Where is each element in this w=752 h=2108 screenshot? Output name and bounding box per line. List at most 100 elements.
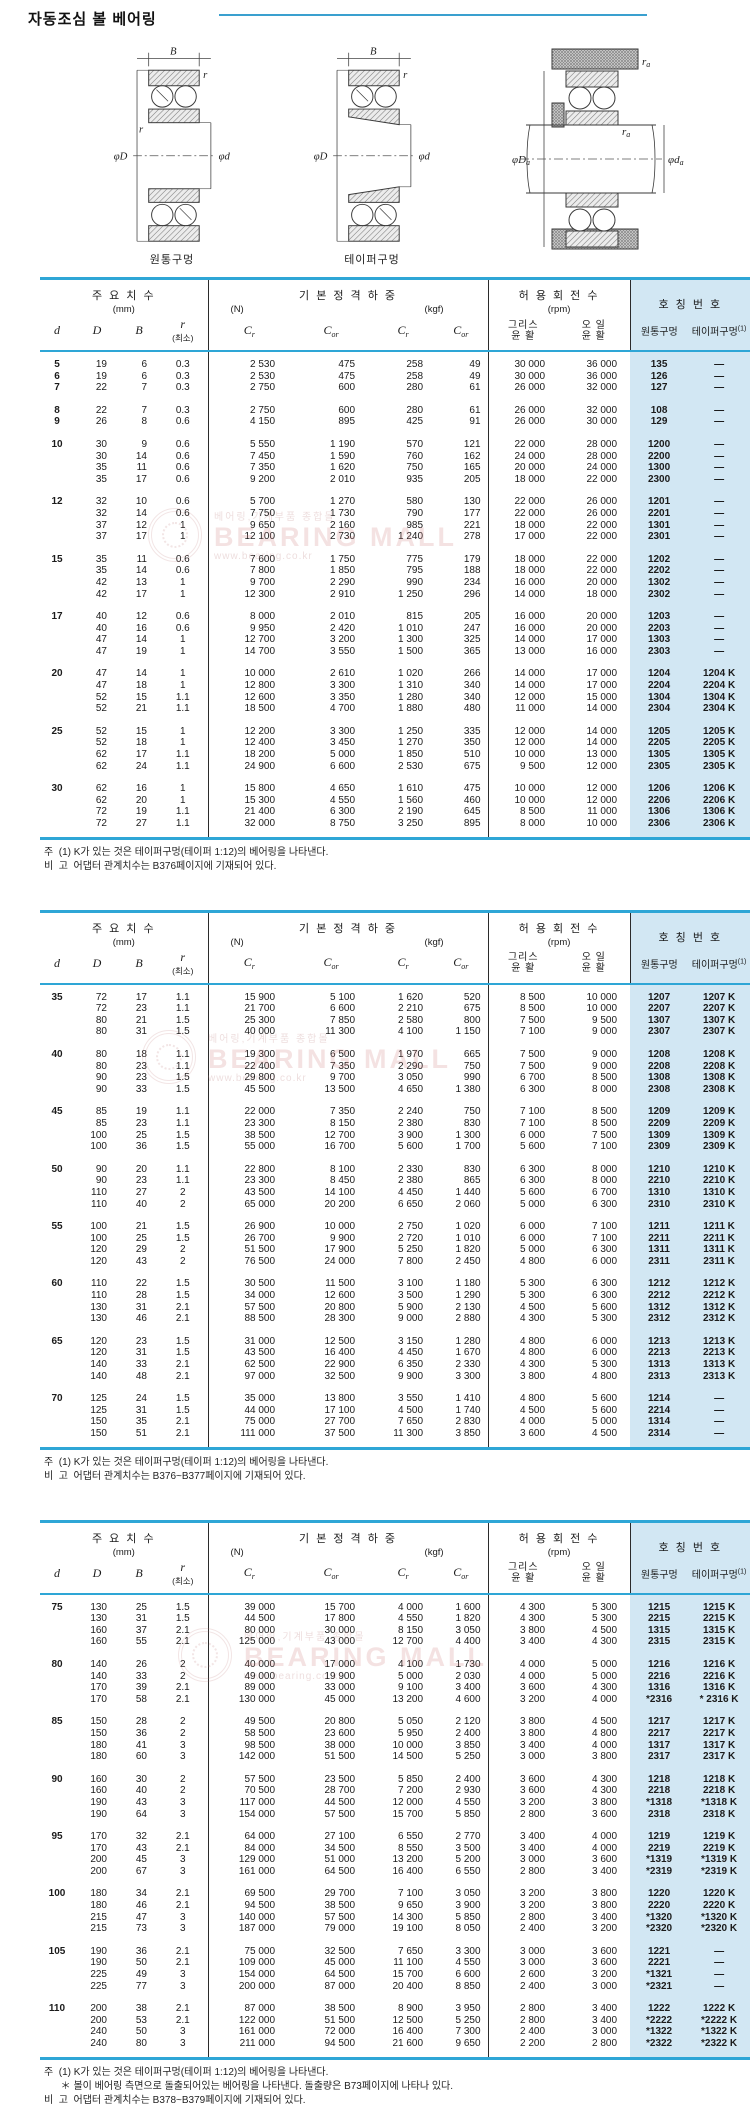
cell-D: 35: [95, 462, 107, 474]
cell-cor-n: 28 300: [324, 1313, 356, 1325]
cell-B: 31: [135, 1026, 147, 1038]
cell-grease-rpm: 14 000: [514, 680, 546, 692]
cell-cor-n: 6 600: [330, 760, 356, 772]
cell-cor-kgf: 278: [434, 531, 489, 543]
table-row: 110 27 2 43 500 14 100 4 450 1 440 5 600 6 700 13…: [40, 1186, 751, 1199]
cell-taper-bore-number: 2219 K: [688, 1842, 751, 1855]
cell-cor-n: 3 550: [330, 645, 356, 657]
cell-cor-n: 28 700: [324, 1785, 356, 1797]
cell-B: 53: [135, 2014, 147, 2026]
cell-D: 200: [90, 1854, 107, 1866]
cell-oil-rpm: 12 000: [586, 783, 618, 795]
cell-oil-rpm: 36 000: [586, 359, 618, 370]
cell-d: [40, 1416, 74, 1428]
table-row: 150 36 2 58 500 23 600 5 950 2 400 3 800 4 800 22…: [40, 1727, 751, 1740]
cell-cor-n: 17 100: [324, 1404, 356, 1416]
cell-taper-bore-number: —: [688, 531, 751, 543]
cell-cr-kgf: 4 450: [398, 1186, 424, 1198]
cell-oil-rpm: 5 600: [592, 1301, 618, 1313]
cell-taper-bore-number: *1322 K: [688, 2026, 751, 2038]
cell-D: 90: [95, 1083, 107, 1095]
cell-cr-n: 117 000: [239, 1796, 276, 1808]
cell-cor-kgf: 475: [434, 772, 489, 795]
cell-cr-n: 12 100: [244, 531, 276, 543]
cell-grease-rpm: 26 000: [514, 382, 546, 394]
cell-D: 190: [90, 1796, 107, 1808]
cell-cr-n: 26 700: [244, 1232, 276, 1244]
cell-oil-rpm: 3 600: [592, 1945, 618, 1957]
cell-r-min: 1.5: [158, 1232, 209, 1245]
cell-cyl-bore-number: 1211: [630, 1210, 689, 1233]
cell-cyl-bore-number: 1301: [630, 519, 689, 532]
cell-cor-n: 600: [338, 404, 356, 416]
table-body: 5 19 6 0.3 2 530 475 258 49 30 000 36 000 135—6 19 6…: [40, 351, 751, 839]
cell-cr-kgf: 13 200: [392, 1693, 424, 1705]
cell-cyl-bore-number: 1306: [630, 806, 689, 818]
cell-oil-rpm: 5 300: [592, 1313, 618, 1325]
cell-cyl-bore-number: 1303: [630, 634, 689, 646]
cell-cr-n: 19 300: [244, 1048, 276, 1060]
cell-cr-n: 35 000: [244, 1393, 276, 1405]
cell-cr-n: 12 800: [244, 680, 276, 692]
cell-cr-kgf: 795: [406, 565, 424, 577]
cell-cor-kgf: 1 440: [434, 1186, 489, 1199]
cell-cr-n: 40 000: [244, 1026, 276, 1038]
cell-grease-rpm: 22 000: [514, 496, 546, 508]
cell-cor-kgf: 350: [434, 737, 489, 750]
cell-cr-kgf: 775: [406, 553, 424, 565]
cell-cyl-bore-number: *1320: [630, 1911, 689, 1924]
cell-B: 23: [135, 1335, 147, 1347]
cell-d: [40, 462, 74, 474]
table-row: 52 18 1 12 400 3 450 1 270 350 12 000 14 000 2205…: [40, 737, 751, 750]
cell-d: [40, 2026, 74, 2038]
label-phid: φd: [419, 151, 431, 163]
cell-taper-bore-number: 2317 K: [688, 1751, 751, 1763]
col-header-cr-n: Cr: [243, 1565, 255, 1582]
label-B: B: [370, 46, 377, 58]
cell-D: 40: [95, 622, 107, 634]
cell-D: 160: [90, 1624, 107, 1636]
cell-cor-kgf: 7 300: [434, 2026, 489, 2038]
cell-D: 200: [90, 1865, 107, 1877]
cell-d: [40, 1923, 74, 1935]
cell-cor-n: 5 100: [330, 991, 356, 1003]
table-row: 110 28 1.5 34 000 12 600 3 500 1 290 5 300 6 300…: [40, 1290, 751, 1302]
cell-oil-rpm: 2 800: [592, 2038, 618, 2049]
cell-oil-rpm: 4 000: [592, 1831, 618, 1843]
cell-cyl-bore-number: 1200: [630, 427, 689, 451]
cell-taper-bore-number: 2318 K: [688, 1808, 751, 1821]
cell-grease-rpm: 4 000: [520, 1670, 546, 1682]
cell-D: 120: [90, 1255, 107, 1267]
cell-grease-rpm: 10 000: [514, 794, 546, 806]
cell-r-min: 2: [158, 1186, 209, 1199]
cell-cr-kgf: 2 750: [398, 1221, 424, 1233]
cell-taper-bore-number: 2310 K: [688, 1198, 751, 1211]
cell-grease-rpm: 16 000: [514, 622, 546, 634]
cell-cr-kgf: 1 620: [398, 991, 424, 1003]
cell-d: [40, 680, 74, 692]
cell-cyl-bore-number: 1315: [630, 1624, 689, 1637]
diagram-tapered-bore: B r φD φd: [296, 43, 448, 267]
table-row: 12 32 10 0.6 5 700 1 270 580 130 22 000 26 000 120…: [40, 485, 751, 508]
col-group-limiting-speed: 허 용 회 전 수 (rpm): [488, 911, 631, 950]
cell-D: 215: [90, 1911, 107, 1923]
cell-d: 95: [51, 1831, 63, 1843]
cell-grease-rpm: 4 300: [520, 1601, 546, 1613]
cell-cor-kgf: 2 930: [434, 1785, 489, 1797]
cell-cor-kgf: 188: [434, 565, 489, 577]
cell-B: 36: [135, 1727, 147, 1739]
cell-cr-n: 25 300: [244, 1014, 276, 1026]
cell-cor-kgf: 2 880: [434, 1313, 489, 1325]
cell-B: 33: [135, 1083, 147, 1095]
cell-cr-kgf: 1 280: [398, 691, 424, 703]
cell-cr-kgf: 5 600: [398, 1141, 424, 1153]
cell-d: [40, 1313, 74, 1325]
cell-r-min: 1.1: [158, 749, 209, 761]
cell-cor-kgf: 3 300: [434, 1934, 489, 1958]
cell-cor-n: 87 000: [324, 1980, 356, 1992]
table-row: 140 48 2.1 97 000 32 500 9 900 3 300 3 800 4 800…: [40, 1370, 751, 1383]
cell-D: 22: [95, 382, 107, 394]
cell-cor-n: 72 000: [324, 2026, 356, 2038]
cell-taper-bore-number: —: [688, 622, 751, 635]
cell-cyl-bore-number: 2302: [630, 588, 689, 601]
